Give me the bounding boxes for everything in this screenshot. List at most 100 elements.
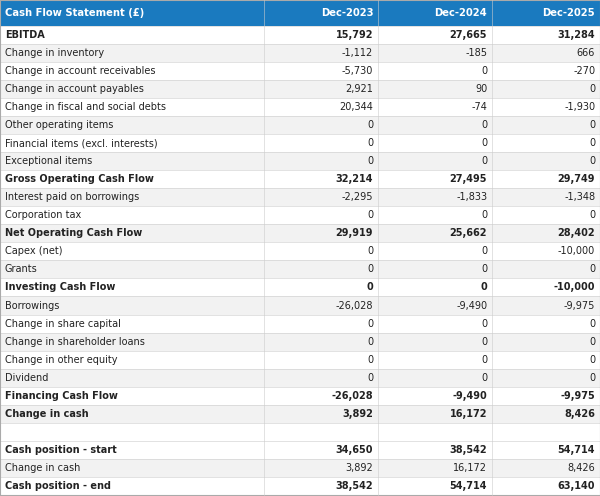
Text: 0: 0 xyxy=(481,282,487,293)
Text: 0: 0 xyxy=(481,318,487,328)
Text: Change in cash: Change in cash xyxy=(5,409,88,419)
Bar xyxy=(0,134,600,152)
Text: 0: 0 xyxy=(589,318,595,328)
Text: 0: 0 xyxy=(481,372,487,383)
Text: 0: 0 xyxy=(589,264,595,274)
Text: Financial items (excl. interests): Financial items (excl. interests) xyxy=(5,138,157,148)
Text: 0: 0 xyxy=(367,282,373,293)
Bar xyxy=(0,459,600,477)
Text: 16,172: 16,172 xyxy=(450,409,487,419)
Bar xyxy=(0,224,600,243)
Text: 8,426: 8,426 xyxy=(568,463,595,473)
Text: Other operating items: Other operating items xyxy=(5,120,113,130)
Text: 20,344: 20,344 xyxy=(340,102,373,112)
Text: 0: 0 xyxy=(367,247,373,256)
Text: -26,028: -26,028 xyxy=(336,301,373,310)
Text: 63,140: 63,140 xyxy=(558,481,595,491)
Bar xyxy=(0,351,600,369)
Text: Change in inventory: Change in inventory xyxy=(5,48,104,58)
Bar xyxy=(0,243,600,260)
Text: -185: -185 xyxy=(465,48,487,58)
Text: 0: 0 xyxy=(481,210,487,220)
Text: 0: 0 xyxy=(589,138,595,148)
Text: -10,000: -10,000 xyxy=(558,247,595,256)
Text: 27,495: 27,495 xyxy=(450,174,487,184)
Text: 0: 0 xyxy=(367,138,373,148)
Text: Financing Cash Flow: Financing Cash Flow xyxy=(5,391,118,401)
Text: 54,714: 54,714 xyxy=(558,445,595,455)
Text: 0: 0 xyxy=(481,247,487,256)
Text: 38,542: 38,542 xyxy=(335,481,373,491)
Bar xyxy=(0,98,600,116)
Text: Dec-2025: Dec-2025 xyxy=(542,8,595,18)
Text: 0: 0 xyxy=(367,372,373,383)
Bar xyxy=(0,170,600,188)
Text: Interest paid on borrowings: Interest paid on borrowings xyxy=(5,192,139,202)
Bar xyxy=(0,62,600,80)
Text: 0: 0 xyxy=(589,355,595,365)
Text: Change in account payables: Change in account payables xyxy=(5,84,143,94)
Text: 0: 0 xyxy=(481,264,487,274)
Text: 0: 0 xyxy=(367,210,373,220)
Text: 54,714: 54,714 xyxy=(450,481,487,491)
Text: 0: 0 xyxy=(589,84,595,94)
Text: EBITDA: EBITDA xyxy=(5,30,44,40)
Text: Dec-2023: Dec-2023 xyxy=(320,8,373,18)
Text: Borrowings: Borrowings xyxy=(5,301,59,310)
Text: Change in account receivables: Change in account receivables xyxy=(5,66,155,76)
Text: 38,542: 38,542 xyxy=(449,445,487,455)
Text: -26,028: -26,028 xyxy=(332,391,373,401)
Text: 27,665: 27,665 xyxy=(450,30,487,40)
Text: 0: 0 xyxy=(481,120,487,130)
Text: 90: 90 xyxy=(475,84,487,94)
Text: Dec-2024: Dec-2024 xyxy=(434,8,487,18)
Text: Investing Cash Flow: Investing Cash Flow xyxy=(5,282,115,293)
Bar xyxy=(0,369,600,387)
Text: -10,000: -10,000 xyxy=(554,282,595,293)
Bar xyxy=(0,441,600,459)
Text: 31,284: 31,284 xyxy=(557,30,595,40)
Text: 3,892: 3,892 xyxy=(343,409,373,419)
Text: -74: -74 xyxy=(472,102,487,112)
Text: -9,490: -9,490 xyxy=(452,391,487,401)
Text: -270: -270 xyxy=(573,66,595,76)
Text: Change in fiscal and social debts: Change in fiscal and social debts xyxy=(5,102,166,112)
Text: 0: 0 xyxy=(367,156,373,166)
Text: Cash position - start: Cash position - start xyxy=(5,445,116,455)
Bar xyxy=(0,188,600,206)
Text: -2,295: -2,295 xyxy=(342,192,373,202)
Text: 666: 666 xyxy=(577,48,595,58)
Text: 32,214: 32,214 xyxy=(336,174,373,184)
Bar xyxy=(0,80,600,98)
Text: -9,975: -9,975 xyxy=(560,391,595,401)
Text: 28,402: 28,402 xyxy=(557,228,595,239)
Text: 29,749: 29,749 xyxy=(558,174,595,184)
Bar xyxy=(0,387,600,405)
Text: -1,348: -1,348 xyxy=(564,192,595,202)
Text: 0: 0 xyxy=(589,156,595,166)
Text: 16,172: 16,172 xyxy=(453,463,487,473)
Text: 15,792: 15,792 xyxy=(336,30,373,40)
Text: 0: 0 xyxy=(367,355,373,365)
Text: Change in cash: Change in cash xyxy=(5,463,80,473)
Text: Dividend: Dividend xyxy=(5,372,48,383)
Text: -5,730: -5,730 xyxy=(342,66,373,76)
Text: Change in share capital: Change in share capital xyxy=(5,318,121,328)
Text: 0: 0 xyxy=(589,337,595,347)
Bar xyxy=(0,152,600,170)
Text: Exceptional items: Exceptional items xyxy=(5,156,92,166)
Text: 25,662: 25,662 xyxy=(450,228,487,239)
Bar xyxy=(0,333,600,351)
Text: Gross Operating Cash Flow: Gross Operating Cash Flow xyxy=(5,174,154,184)
Bar xyxy=(0,44,600,62)
Bar xyxy=(0,0,600,26)
Bar xyxy=(0,297,600,314)
Bar xyxy=(0,278,600,297)
Text: -9,490: -9,490 xyxy=(456,301,487,310)
Text: 3,892: 3,892 xyxy=(346,463,373,473)
Bar xyxy=(0,405,600,423)
Bar xyxy=(0,314,600,333)
Text: 0: 0 xyxy=(367,264,373,274)
Text: -1,833: -1,833 xyxy=(456,192,487,202)
Text: Cash position - end: Cash position - end xyxy=(5,481,111,491)
